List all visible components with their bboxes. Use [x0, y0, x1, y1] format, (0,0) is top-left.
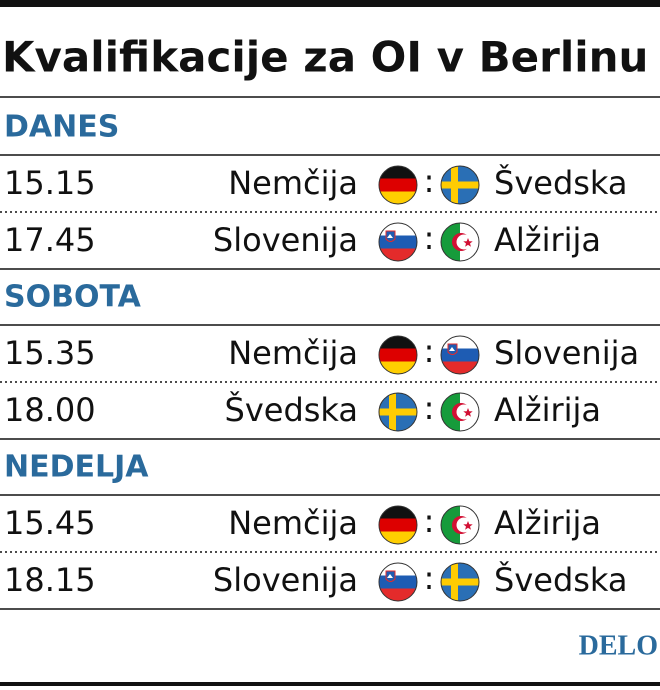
- top-bar: [0, 0, 660, 7]
- time: 18.00: [4, 391, 96, 429]
- away-team: Slovenija: [494, 334, 639, 372]
- time: 15.15: [4, 164, 96, 202]
- flag: [378, 222, 418, 263]
- flag: [440, 562, 480, 602]
- away-team: Alžirija: [494, 504, 601, 542]
- bottom-bar: [0, 682, 660, 686]
- separator: :: [424, 332, 435, 370]
- flag: [378, 392, 418, 432]
- flag: [440, 165, 480, 205]
- day-heading: DANES: [4, 110, 119, 145]
- day-heading: NEDELJA: [4, 450, 149, 485]
- home-team: Slovenija: [213, 561, 358, 599]
- title: Kvalifikacije za OI v Berlinu: [2, 33, 648, 82]
- separator: :: [424, 559, 435, 597]
- flag: [440, 392, 480, 432]
- away-team: Švedska: [494, 163, 628, 202]
- separator: :: [424, 389, 435, 427]
- time: 17.45: [4, 221, 96, 259]
- separator: :: [424, 219, 435, 257]
- away-team: Švedska: [494, 560, 628, 599]
- flag: [440, 222, 480, 262]
- logo: DELO: [579, 630, 658, 661]
- flag: [440, 505, 480, 545]
- home-team: Nemčija: [228, 334, 358, 372]
- flag: [378, 505, 418, 546]
- flag: [378, 562, 418, 603]
- away-team: Alžirija: [494, 221, 601, 259]
- home-team: Slovenija: [213, 221, 358, 259]
- flag: [440, 335, 480, 376]
- away-team: Alžirija: [494, 391, 601, 429]
- time: 18.15: [4, 561, 96, 599]
- home-team: Švedska: [225, 390, 359, 429]
- flag: [378, 165, 418, 206]
- time: 15.35: [4, 334, 96, 372]
- day-heading: SOBOTA: [4, 280, 142, 315]
- time: 15.45: [4, 504, 96, 542]
- flag: [378, 335, 418, 376]
- separator: :: [424, 502, 435, 540]
- home-team: Nemčija: [228, 164, 358, 202]
- home-team: Nemčija: [228, 504, 358, 542]
- separator: :: [424, 162, 435, 200]
